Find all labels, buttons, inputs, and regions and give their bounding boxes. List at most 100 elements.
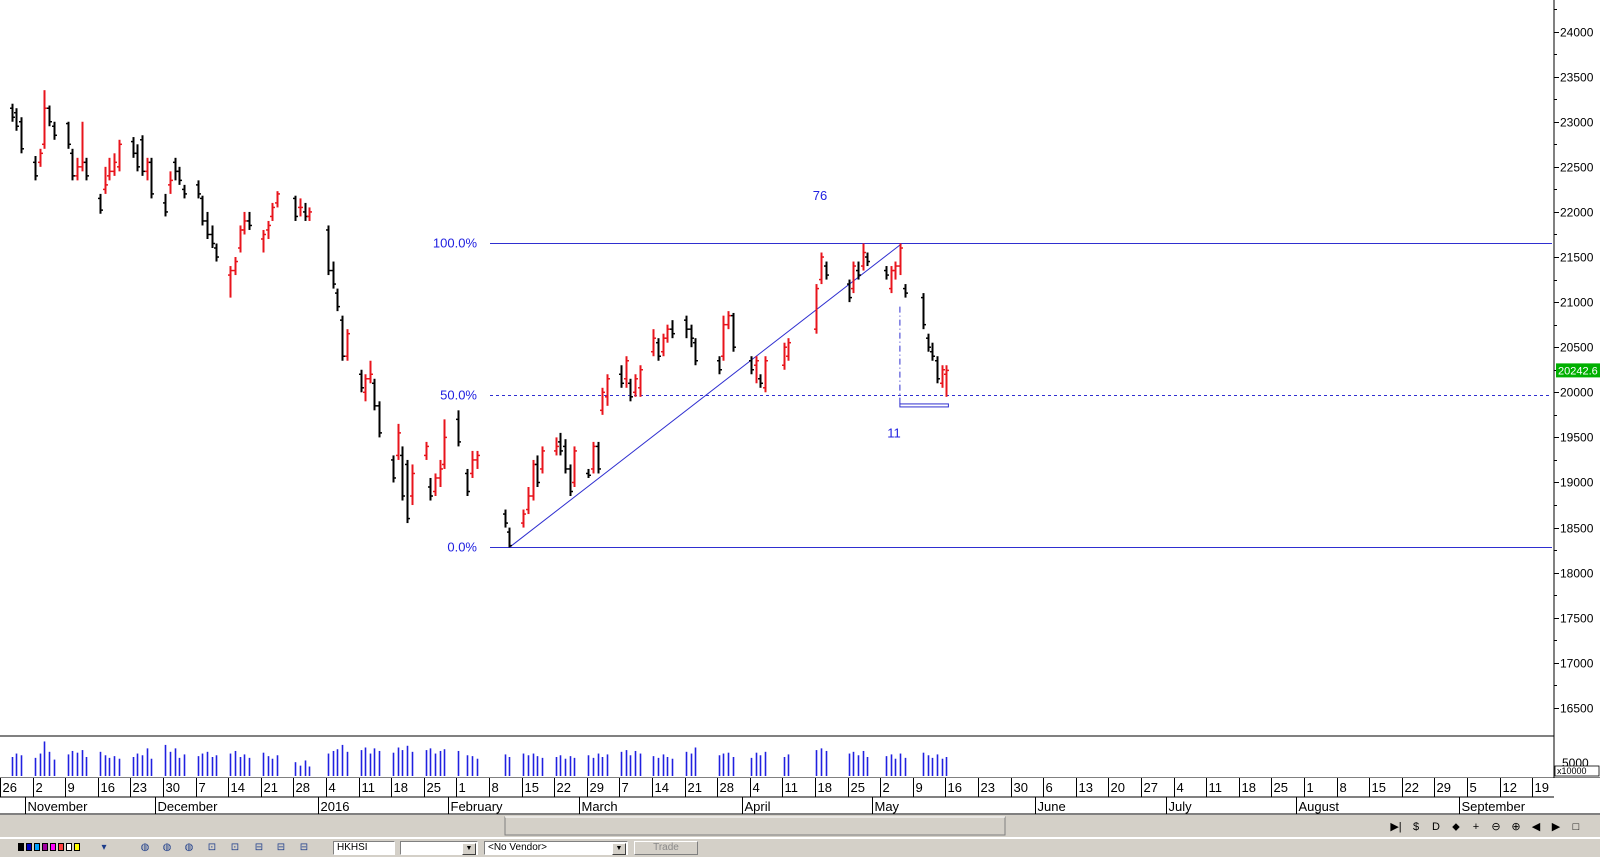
price-axis[interactable]: 24000 23500 23000 22500 22000 21500 21000 20500… xyxy=(1554,9,1600,777)
ohlc-bar xyxy=(372,378,377,411)
ohlc-bar xyxy=(926,333,931,352)
vendor-dropdown[interactable]: <No Vendor> ▼ xyxy=(484,841,628,855)
ohlc-bar xyxy=(856,261,861,280)
palette-swatch[interactable] xyxy=(66,843,72,851)
week-tick-label: 28 xyxy=(720,780,734,795)
week-tick-label: 13 xyxy=(1079,780,1093,795)
week-tick-label: 4 xyxy=(753,780,760,795)
ohlc-bar xyxy=(363,374,368,402)
month-label: August xyxy=(1299,799,1340,814)
ohlc-bar xyxy=(135,144,140,172)
globe-icon[interactable]: ◍ xyxy=(140,842,150,853)
ohlc-bar xyxy=(205,211,210,239)
week-tick-label: 7 xyxy=(622,780,629,795)
price-tick-label: 17000 xyxy=(1560,657,1594,671)
week-tick-label: 1 xyxy=(1307,780,1314,795)
fibonacci-retracement[interactable]: 100.0% 50.0% 0.0% xyxy=(433,236,1552,555)
ohlc-bar xyxy=(824,261,829,280)
decline-bracket xyxy=(899,403,949,408)
price-tick-label: 18000 xyxy=(1560,567,1594,581)
volume-multiplier-box xyxy=(1554,765,1600,777)
fib-level-label: 0.0% xyxy=(447,540,477,555)
window-icon[interactable]: ⊡ xyxy=(207,842,217,853)
chevron-down-icon[interactable]: ▼ xyxy=(462,843,476,855)
ohlc-bar xyxy=(731,312,736,352)
week-tick-label: 9 xyxy=(916,780,923,795)
ohlc-bar xyxy=(586,468,591,478)
fib-trend-line[interactable] xyxy=(508,243,903,548)
ohlc-bar xyxy=(572,446,577,487)
ohlc-bar xyxy=(921,293,926,330)
ohlc-bar xyxy=(359,369,364,393)
price-tick-label: 23000 xyxy=(1560,116,1594,130)
month-label: November xyxy=(28,799,89,814)
date-axis[interactable]: 26 2 9 16 23 30 7 14 21 28 4 11 18 25 1 8 15 22 29 7 14 21 28 4… xyxy=(0,778,1600,837)
ohlc-bar xyxy=(117,139,122,172)
ohlc-bar xyxy=(228,266,233,298)
ohlc-bar xyxy=(303,202,308,221)
ohlc-bar xyxy=(558,432,563,456)
ohlc-bar xyxy=(266,220,271,239)
week-tick-label: 19 xyxy=(1535,780,1549,795)
chevron-down-icon[interactable]: ▼ xyxy=(612,843,626,855)
palette-swatch[interactable] xyxy=(58,843,64,851)
palette-swatch[interactable] xyxy=(42,843,48,851)
price-tick-label: 24000 xyxy=(1560,26,1594,40)
scrollbar-thumb[interactable] xyxy=(504,816,1006,836)
month-label: March xyxy=(582,799,618,814)
week-tick-label: 15 xyxy=(525,780,539,795)
globe-icon[interactable]: ◍ xyxy=(184,842,194,853)
week-tick-label: 28 xyxy=(296,780,310,795)
vendor-value: <No Vendor> xyxy=(488,842,547,853)
week-tick-label: 21 xyxy=(264,780,278,795)
circle-plus-icon: ⊕ xyxy=(1511,821,1520,833)
diamond-icon: ⬥ xyxy=(1452,821,1460,833)
split-icon[interactable]: ⊟ xyxy=(254,842,264,853)
palette-swatch[interactable] xyxy=(74,843,80,851)
split-icon[interactable]: ⊟ xyxy=(299,842,309,853)
ohlc-bar xyxy=(368,360,373,384)
plus-icon: + xyxy=(1473,821,1479,833)
palette-swatch[interactable] xyxy=(18,843,24,851)
month-label: April xyxy=(745,799,771,814)
trade-button[interactable]: Trade xyxy=(634,841,698,855)
ohlc-bar xyxy=(689,324,694,348)
ohlc-bar xyxy=(66,121,71,149)
palette-swatch[interactable] xyxy=(50,843,56,851)
ohlc-bar xyxy=(424,441,429,460)
ohlc-bar xyxy=(182,184,187,199)
ohlc-bar xyxy=(633,374,638,397)
ohlc-bar xyxy=(554,437,559,456)
palette-swatch[interactable] xyxy=(26,843,32,851)
ohlc-bar xyxy=(149,157,154,199)
month-label: December xyxy=(158,799,219,814)
ohlc-bar xyxy=(717,356,722,375)
symbol-field[interactable]: HKHSI xyxy=(333,841,395,855)
D-icon: D xyxy=(1432,821,1440,833)
price-tick-label: 22000 xyxy=(1560,206,1594,220)
price-tick-label: 23500 xyxy=(1560,71,1594,85)
bar-count-label: 76 xyxy=(813,188,827,203)
palette-swatch[interactable] xyxy=(34,843,40,851)
ohlc-bar xyxy=(52,121,57,140)
week-tick-label: 2 xyxy=(883,780,890,795)
window-icon[interactable]: ⊡ xyxy=(230,842,240,853)
week-tick-label: 29 xyxy=(590,780,604,795)
palette-dropdown-icon[interactable]: ▾ xyxy=(101,842,107,853)
ohlc-bar xyxy=(563,439,568,474)
volume-pane xyxy=(11,741,948,776)
ohlc-bar xyxy=(400,446,405,501)
ohlc-bar xyxy=(782,342,787,370)
ohlc-bar xyxy=(535,455,540,487)
week-tick-label: 16 xyxy=(101,780,115,795)
week-tick-label: 26 xyxy=(3,780,17,795)
globe-icon[interactable]: ◍ xyxy=(162,842,172,853)
ohlc-bar xyxy=(786,338,791,361)
ohlc-bar xyxy=(38,148,43,167)
week-tick-label: 22 xyxy=(1405,780,1419,795)
ohlc-bar xyxy=(261,229,266,253)
ohlc-bar xyxy=(131,137,136,158)
split-icon[interactable]: ⊟ xyxy=(276,842,286,853)
period-dropdown[interactable]: ▼ xyxy=(400,841,478,855)
